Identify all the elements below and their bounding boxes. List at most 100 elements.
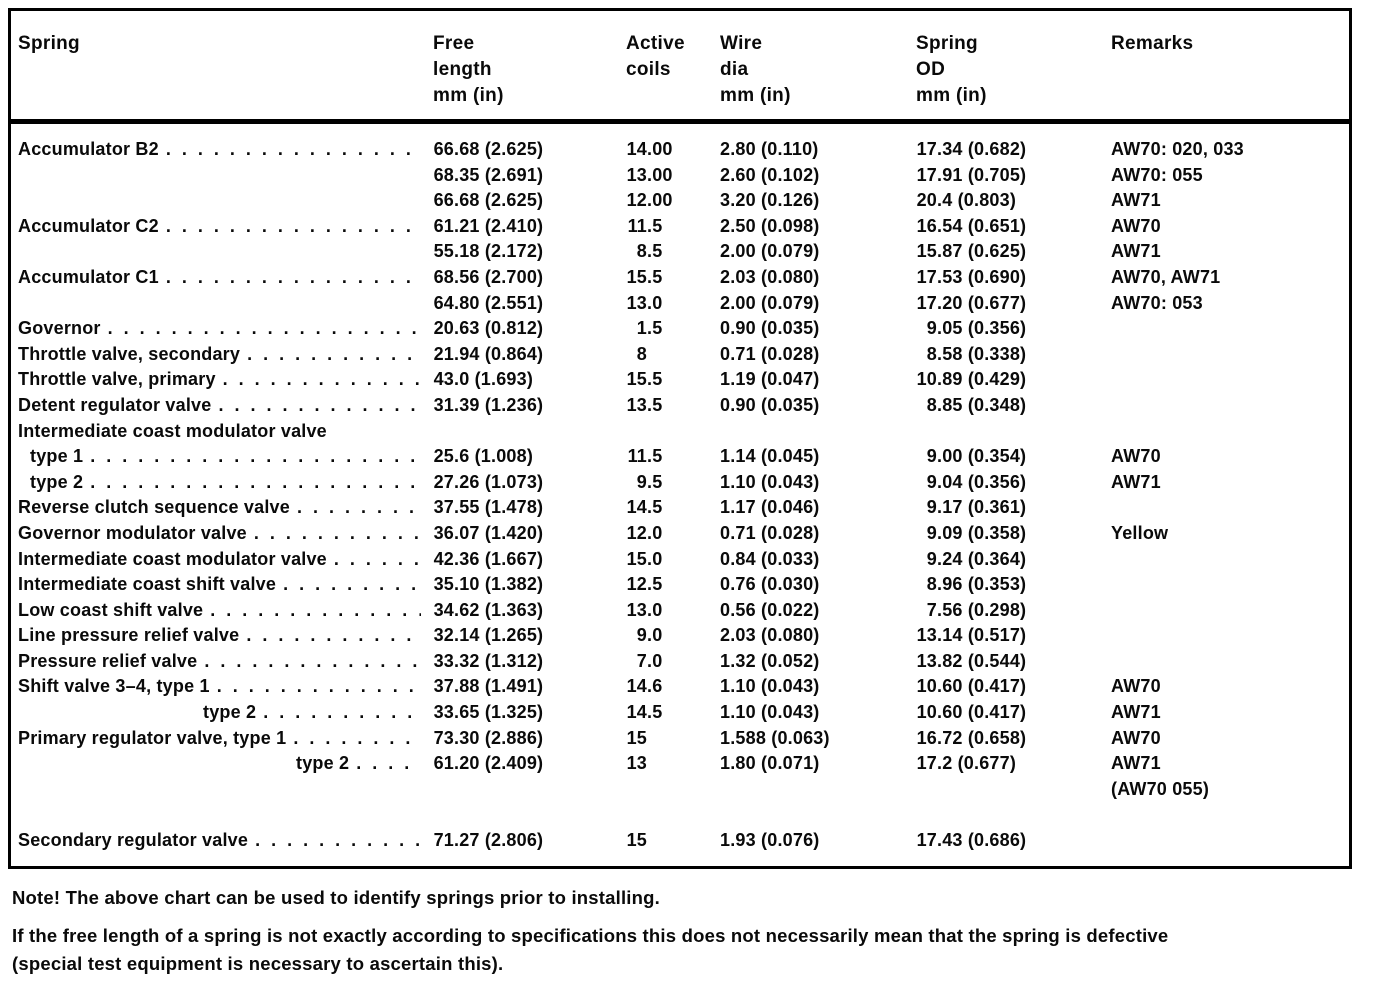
active-coils-cell: 14.6	[626, 676, 663, 697]
remarks-cell	[1111, 393, 1349, 419]
remarks-cell: AW71	[1111, 241, 1161, 262]
remarks-cell	[1111, 598, 1349, 624]
remarks-cell: AW70: 053	[1111, 292, 1203, 313]
active-coils-cell: 11.5	[627, 215, 663, 236]
table-row: Intermediate coast shift valve35.10 (1.3…	[18, 572, 1349, 598]
dot-leader	[108, 316, 421, 342]
spring-name-cell: Throttle valve, secondary	[18, 342, 433, 368]
wire-dia-cell: 1.10 (0.043)	[720, 471, 820, 492]
remarks-cell: AW71	[1111, 702, 1161, 723]
remarks-cell: AW71	[1111, 471, 1161, 492]
spring-name-cell	[18, 239, 433, 265]
dot-leader	[223, 367, 421, 393]
table-row: Intermediate coast modulator valve42.36 …	[18, 547, 1349, 573]
wire-dia-cell: 0.76 (0.030)	[720, 574, 820, 595]
free-length-cell	[433, 777, 626, 803]
remarks-cell: AW70	[1111, 446, 1161, 467]
table-row: 66.68 (2.625) 12.00 3.20 (0.126) 20.4 (0.80…	[18, 188, 1349, 214]
active-coils-cell: 9.0	[636, 625, 663, 646]
free-length-cell: 36.07 (1.420)	[433, 522, 544, 543]
free-length-cell: 42.36 (1.667)	[433, 548, 544, 569]
spring-name-cell: Pressure relief valve	[18, 649, 433, 675]
spring-od-cell: 10.60 (0.417)	[916, 676, 1027, 697]
table-row: 68.35 (2.691) 13.00 2.60 (0.102) 17.91 (0.7…	[18, 163, 1349, 189]
column-header-coils: Active coils	[626, 33, 685, 80]
active-coils-cell: 15	[626, 727, 647, 748]
table-row: type 125.6 (1.008) 11.5 1.14 (0.045) 9.00 (…	[18, 444, 1349, 470]
active-coils-cell: 12.5	[626, 574, 663, 595]
wire-dia-cell: 1.19 (0.047)	[720, 369, 820, 390]
active-coils-cell	[626, 419, 720, 445]
spring-name-cell: Throttle valve, primary	[18, 367, 433, 393]
note-paragraph: Note! The above chart can be used to ide…	[12, 884, 1364, 912]
spring-od-cell: 17.53 (0.690)	[916, 266, 1027, 287]
wire-dia-cell: 1.93 (0.076)	[720, 830, 820, 851]
spring-name-cell: Accumulator C1	[18, 265, 433, 291]
active-coils-cell: 13.0	[626, 292, 663, 313]
notes-section: Note! The above chart can be used to ide…	[12, 884, 1364, 988]
table-row: Primary regulator valve, type 173.30 (2.…	[18, 726, 1349, 752]
dot-leader	[90, 444, 421, 470]
spring-od-cell	[916, 419, 1111, 445]
remarks-cell	[1111, 419, 1349, 445]
remarks-cell	[1111, 342, 1349, 368]
free-length-cell: 27.26 (1.073)	[433, 471, 544, 492]
active-coils-cell: 1.5	[636, 318, 663, 339]
table-row: Accumulator B266.68 (2.625) 14.00 2.80 (0.…	[18, 137, 1349, 163]
column-header-wire: Wire dia mm (in)	[720, 33, 791, 106]
spring-od-cell: 16.54 (0.651)	[916, 215, 1027, 236]
active-coils-cell	[626, 777, 720, 803]
dot-leader	[166, 214, 421, 240]
dot-leader	[254, 521, 421, 547]
dot-leader	[255, 828, 421, 854]
table-row: Throttle valve, primary43.0 (1.693) 15.5 1…	[18, 367, 1349, 393]
wire-dia-cell: 1.10 (0.043)	[720, 676, 820, 697]
wire-dia-cell: 1.80 (0.071)	[720, 753, 820, 774]
free-length-cell	[433, 419, 626, 445]
table-row: (AW70 055)	[18, 777, 1349, 803]
dot-leader	[218, 393, 421, 419]
remarks-cell	[1111, 367, 1349, 393]
table-row: Accumulator C168.56 (2.700) 15.5 2.03 (0.0…	[18, 265, 1349, 291]
free-length-cell: 32.14 (1.265)	[433, 625, 544, 646]
spring-name-cell: Governor	[18, 316, 433, 342]
table-row: Governor modulator valve36.07 (1.420) 12.…	[18, 521, 1349, 547]
table-row: 64.80 (2.551) 13.0 2.00 (0.079) 17.20 (0.67…	[18, 291, 1349, 317]
spring-od-cell: 9.04 (0.356)	[926, 471, 1027, 492]
spring-name-cell: Secondary regulator valve	[18, 828, 433, 854]
dot-leader	[90, 470, 421, 496]
table-row: Intermediate coast modulator valve	[18, 419, 1349, 445]
column-header-spring: Spring	[18, 33, 80, 54]
table-row: type 233.65 (1.325) 14.5 1.10 (0.043) 10.60…	[18, 700, 1349, 726]
free-length-cell: 66.68 (2.625)	[433, 190, 544, 211]
spring-name-cell: Intermediate coast modulator valve	[18, 420, 327, 441]
spring-od-cell: 9.24 (0.364)	[926, 548, 1027, 569]
spring-name-cell: Intermediate coast shift valve	[18, 572, 433, 598]
spring-od-cell: 9.05 (0.356)	[926, 318, 1027, 339]
active-coils-cell: 11.5	[627, 446, 663, 467]
dot-leader	[293, 726, 421, 752]
remarks-cell: AW70	[1111, 215, 1161, 236]
active-coils-cell: 13.00	[626, 164, 673, 185]
spring-od-cell: 10.89 (0.429)	[916, 369, 1027, 390]
active-coils-cell: 13.0	[626, 599, 663, 620]
remarks-cell: Yellow	[1111, 522, 1169, 543]
wire-dia-cell: 1.32 (0.052)	[720, 650, 820, 671]
remarks-cell: AW71	[1111, 753, 1161, 774]
wire-dia-cell	[720, 419, 916, 445]
table-header: Spring Free length mm (in) Active coils Wire di…	[11, 11, 1349, 124]
remarks-cell: AW70	[1111, 676, 1161, 697]
free-length-cell: 64.80 (2.551)	[433, 292, 544, 313]
free-length-cell: 61.20 (2.409)	[433, 753, 544, 774]
remarks-cell: AW70: 020, 033	[1111, 139, 1244, 159]
spring-name-cell	[18, 188, 433, 214]
spring-name-cell	[18, 163, 433, 189]
remarks-cell	[1111, 495, 1349, 521]
dot-leader	[217, 674, 421, 700]
wire-dia-cell: 1.17 (0.046)	[720, 497, 820, 518]
table-row: Shift valve 3–4, type 137.88 (1.491) 14.6…	[18, 674, 1349, 700]
table-row: Line pressure relief valve32.14 (1.265) 9…	[18, 623, 1349, 649]
table-row: Accumulator C261.21 (2.410) 11.5 2.50 (0.0…	[18, 214, 1349, 240]
free-length-cell: 66.68 (2.625)	[433, 139, 544, 159]
